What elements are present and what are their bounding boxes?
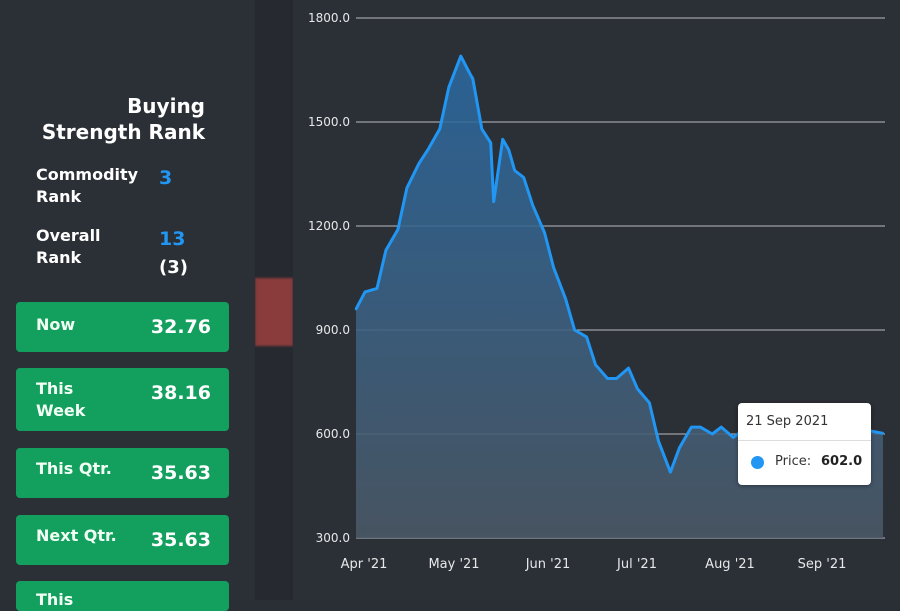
overall-rank-label: Overall Rank [36, 226, 101, 267]
commodity-rank-value: 3 [159, 167, 173, 189]
stat-label: This Week [36, 379, 86, 420]
data-point [573, 328, 576, 332]
data-point [636, 387, 639, 391]
stat-card-now[interactable]: Now 32.76 [16, 302, 229, 352]
data-point [732, 436, 735, 439]
stat-label: Next Qtr. [36, 526, 117, 545]
commodity-rank-label: Commodity Rank [36, 165, 139, 206]
x-tick-label: May '21 [428, 557, 479, 572]
stat-card-this-week[interactable]: This Week 38.16 [16, 368, 229, 431]
data-point [615, 377, 618, 380]
y-tick-label: 1800.0 [308, 11, 350, 25]
y-tick-label: 300.0 [316, 531, 350, 545]
data-point [881, 432, 885, 435]
series-dot-icon [751, 456, 764, 469]
data-point [513, 169, 516, 172]
overall-rank-sub: (3) [159, 257, 188, 278]
x-tick-label: Sep '21 [798, 557, 847, 572]
stat-card-this-qtr[interactable]: This Qtr. 35.63 [16, 448, 229, 498]
data-point [426, 148, 430, 151]
data-point [459, 54, 463, 58]
data-point [606, 377, 609, 380]
price-tooltip: 21 Sep 2021 Price: 602.0 [738, 403, 871, 485]
data-point [480, 127, 483, 131]
data-point [552, 266, 555, 269]
y-tick-label: 900.0 [316, 323, 350, 337]
tooltip-label: Price: [775, 454, 812, 469]
blurred-red-block [255, 278, 293, 346]
data-point [564, 297, 567, 300]
data-point [468, 72, 471, 75]
data-point [648, 401, 651, 404]
data-point [543, 231, 546, 235]
panel-title-line2: Strength Rank [41, 120, 205, 144]
overall-rank-value: 13 [159, 228, 186, 250]
data-point [501, 138, 504, 141]
data-point [531, 204, 534, 207]
tooltip-date: 21 Sep 2021 [746, 414, 829, 429]
price-chart: 1800.0 1500.0 1200.0 900.0 600.0 300.0 Apr '2… [308, 11, 885, 572]
data-point [489, 141, 492, 144]
stat-label: This Qtr. [36, 459, 112, 478]
tooltip-value: 602.0 [821, 454, 863, 469]
data-point [363, 290, 367, 294]
panel-title: Buying Strength Rank [42, 93, 205, 145]
data-point [417, 162, 421, 165]
data-point [720, 425, 723, 429]
stat-label: This [36, 590, 74, 609]
stat-value: 32.76 [150, 316, 211, 338]
data-point [396, 228, 400, 231]
x-tick-label: Jul '21 [616, 557, 657, 572]
data-point [375, 287, 379, 290]
x-tick-label: Aug '21 [705, 557, 755, 572]
blurred-background-column [255, 0, 293, 600]
data-point [447, 86, 451, 89]
x-tick-label: Jun '21 [525, 557, 571, 572]
y-tick-label: 1500.0 [308, 115, 350, 129]
stat-value: 35.63 [150, 529, 211, 551]
x-tick-label: Apr '21 [341, 557, 388, 572]
tooltip-divider [738, 440, 871, 441]
data-point [657, 439, 660, 443]
data-point [669, 470, 672, 474]
panel-title-line1: Buying [127, 94, 205, 118]
stat-card-next-qtr[interactable]: Next Qtr. 35.63 [16, 515, 229, 565]
buying-strength-panel: Buying Strength Rank Commodity Rank 3 Ov… [0, 0, 255, 611]
data-point [522, 176, 525, 179]
data-point [438, 127, 442, 131]
data-point [405, 186, 409, 190]
data-point [585, 335, 588, 339]
y-tick-label: 600.0 [316, 427, 350, 441]
stat-value: 38.16 [150, 382, 211, 404]
data-point [699, 425, 702, 429]
y-tick-label: 1200.0 [308, 219, 350, 233]
data-point [492, 200, 495, 203]
stat-value: 35.63 [150, 462, 211, 484]
data-point [594, 363, 597, 366]
data-point [507, 148, 510, 151]
data-point [678, 446, 681, 450]
data-point [471, 77, 474, 80]
data-point [384, 249, 388, 252]
data-point [627, 366, 630, 370]
data-point [354, 308, 358, 311]
data-point [711, 432, 714, 436]
price-area-fill [356, 56, 883, 538]
price-chart-container: 1800.0 1500.0 1200.0 900.0 600.0 300.0 Apr '2… [293, 0, 900, 600]
stat-card-partial[interactable]: This [16, 581, 229, 611]
stat-label: Now [36, 315, 76, 334]
data-point [690, 425, 693, 429]
